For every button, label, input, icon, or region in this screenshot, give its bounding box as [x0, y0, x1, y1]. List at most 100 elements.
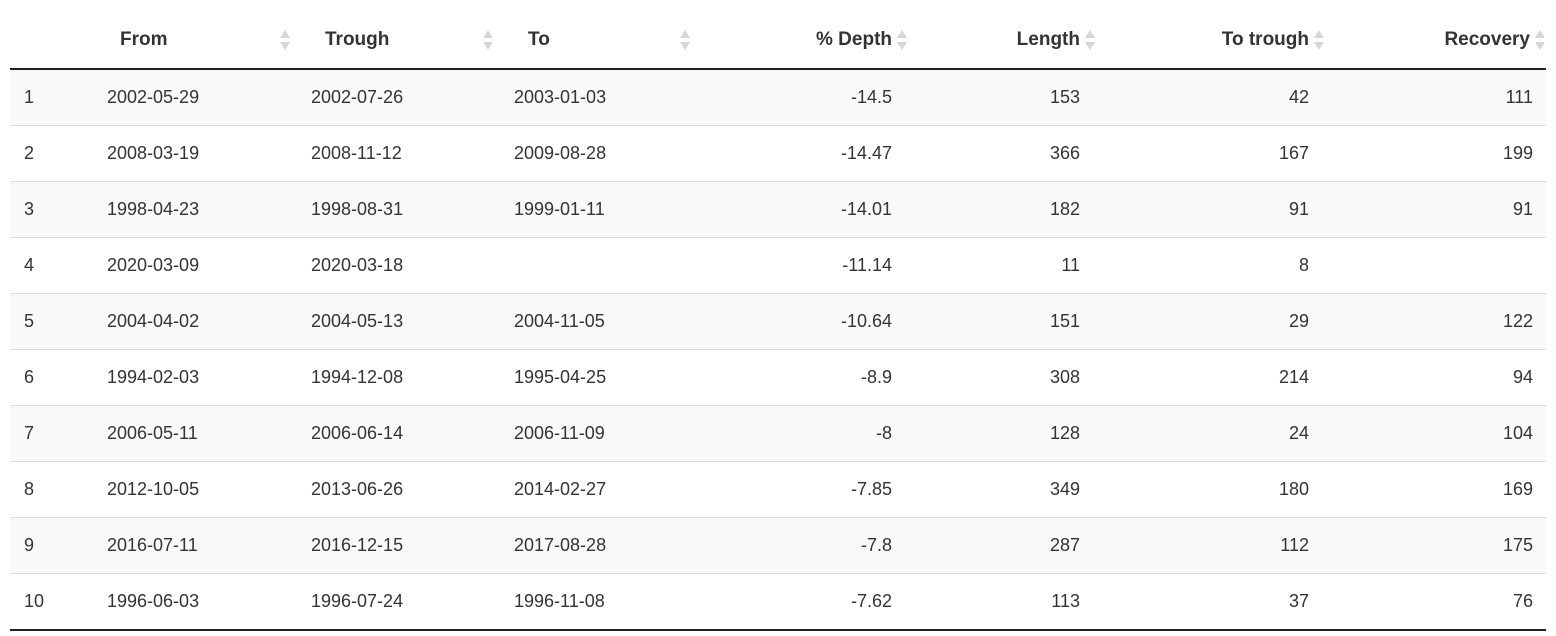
- column-header-to-label: To: [528, 28, 550, 50]
- cell-index: 9: [10, 517, 98, 574]
- cell-length: 153: [908, 69, 1096, 126]
- sort-both-icon[interactable]: [896, 28, 908, 52]
- table-row: 10 1996-06-03 1996-07-24 1996-11-08 -7.62 113…: [10, 573, 1546, 631]
- drawdown-table-container: From Trough To % Depth Length: [10, 12, 1546, 631]
- column-header-index: [10, 12, 98, 70]
- cell-length: 366: [908, 125, 1096, 182]
- cell-length: 287: [908, 517, 1096, 574]
- cell-trough: 1996-07-24: [301, 573, 504, 631]
- cell-to-trough: 112: [1096, 517, 1325, 574]
- column-header-recovery[interactable]: Recovery: [1325, 12, 1546, 70]
- table-row: 9 2016-07-11 2016-12-15 2017-08-28 -7.8 287 11…: [10, 517, 1546, 574]
- sort-both-icon[interactable]: [279, 28, 291, 52]
- column-header-to-trough[interactable]: To trough: [1096, 12, 1325, 70]
- cell-trough: 2008-11-12: [301, 125, 504, 182]
- table-row: 5 2004-04-02 2004-05-13 2004-11-05 -10.64 151…: [10, 293, 1546, 350]
- table-row: 8 2012-10-05 2013-06-26 2014-02-27 -7.85 349 1…: [10, 461, 1546, 518]
- sort-both-icon[interactable]: [482, 28, 494, 52]
- cell-depth: -14.5: [691, 69, 908, 126]
- drawdown-table: From Trough To % Depth Length: [10, 12, 1546, 631]
- cell-depth: -11.14: [691, 237, 908, 294]
- cell-trough: 2004-05-13: [301, 293, 504, 350]
- column-header-to-trough-label: To trough: [1221, 29, 1309, 50]
- cell-recovery: 111: [1325, 69, 1546, 126]
- table-row: 1 2002-05-29 2002-07-26 2003-01-03 -14.5 153 4…: [10, 69, 1546, 126]
- cell-to: [504, 237, 691, 294]
- cell-trough: 1998-08-31: [301, 181, 504, 238]
- cell-to-trough: 167: [1096, 125, 1325, 182]
- table-row: 4 2020-03-09 2020-03-18 -11.14 11 8: [10, 237, 1546, 294]
- cell-index: 4: [10, 237, 98, 294]
- cell-from: 2020-03-09: [98, 237, 301, 294]
- cell-index: 10: [10, 573, 98, 631]
- cell-to: 1996-11-08: [504, 573, 691, 631]
- cell-trough: 2006-06-14: [301, 405, 504, 462]
- cell-recovery: 91: [1325, 181, 1546, 238]
- cell-to: 1995-04-25: [504, 349, 691, 406]
- table-row: 6 1994-02-03 1994-12-08 1995-04-25 -8.9 308 21…: [10, 349, 1546, 406]
- cell-to: 2004-11-05: [504, 293, 691, 350]
- cell-depth: -7.8: [691, 517, 908, 574]
- cell-to: 2017-08-28: [504, 517, 691, 574]
- column-header-length[interactable]: Length: [908, 12, 1096, 70]
- sort-both-icon[interactable]: [1534, 28, 1546, 52]
- cell-from: 2004-04-02: [98, 293, 301, 350]
- column-header-trough[interactable]: Trough: [301, 12, 504, 70]
- cell-to: 1999-01-11: [504, 181, 691, 238]
- sort-both-icon[interactable]: [679, 28, 691, 52]
- cell-to-trough: 8: [1096, 237, 1325, 294]
- table-row: 7 2006-05-11 2006-06-14 2006-11-09 -8 128 24 10…: [10, 405, 1546, 462]
- cell-to-trough: 42: [1096, 69, 1325, 126]
- cell-recovery: 94: [1325, 349, 1546, 406]
- cell-index: 2: [10, 125, 98, 182]
- column-header-length-label: Length: [1016, 29, 1080, 50]
- cell-length: 349: [908, 461, 1096, 518]
- cell-trough: 2020-03-18: [301, 237, 504, 294]
- column-header-depth[interactable]: % Depth: [691, 12, 908, 70]
- cell-index: 3: [10, 181, 98, 238]
- cell-trough: 2013-06-26: [301, 461, 504, 518]
- cell-recovery: [1325, 237, 1546, 294]
- cell-depth: -8.9: [691, 349, 908, 406]
- column-header-depth-label: % Depth: [816, 29, 892, 50]
- cell-from: 2006-05-11: [98, 405, 301, 462]
- cell-from: 2008-03-19: [98, 125, 301, 182]
- cell-from: 2012-10-05: [98, 461, 301, 518]
- cell-to: 2003-01-03: [504, 69, 691, 126]
- cell-to: 2009-08-28: [504, 125, 691, 182]
- cell-index: 1: [10, 69, 98, 126]
- cell-to-trough: 91: [1096, 181, 1325, 238]
- cell-from: 1996-06-03: [98, 573, 301, 631]
- cell-recovery: 199: [1325, 125, 1546, 182]
- cell-index: 5: [10, 293, 98, 350]
- cell-length: 113: [908, 573, 1096, 631]
- cell-trough: 2016-12-15: [301, 517, 504, 574]
- table-body: 1 2002-05-29 2002-07-26 2003-01-03 -14.5 153 4…: [10, 69, 1546, 631]
- cell-recovery: 104: [1325, 405, 1546, 462]
- cell-from: 2002-05-29: [98, 69, 301, 126]
- column-header-from[interactable]: From: [98, 12, 301, 70]
- table-row: 3 1998-04-23 1998-08-31 1999-01-11 -14.01 182…: [10, 181, 1546, 238]
- cell-recovery: 169: [1325, 461, 1546, 518]
- column-header-from-label: From: [120, 28, 168, 50]
- column-header-to[interactable]: To: [504, 12, 691, 70]
- cell-trough: 1994-12-08: [301, 349, 504, 406]
- cell-recovery: 175: [1325, 517, 1546, 574]
- cell-depth: -7.85: [691, 461, 908, 518]
- cell-from: 1998-04-23: [98, 181, 301, 238]
- cell-to-trough: 29: [1096, 293, 1325, 350]
- cell-from: 1994-02-03: [98, 349, 301, 406]
- cell-from: 2016-07-11: [98, 517, 301, 574]
- cell-length: 308: [908, 349, 1096, 406]
- cell-depth: -10.64: [691, 293, 908, 350]
- cell-index: 6: [10, 349, 98, 406]
- column-header-trough-label: Trough: [325, 28, 390, 50]
- sort-both-icon[interactable]: [1084, 28, 1096, 52]
- sort-both-icon[interactable]: [1313, 28, 1325, 52]
- table-header: From Trough To % Depth Length: [10, 12, 1546, 70]
- cell-depth: -14.47: [691, 125, 908, 182]
- cell-depth: -14.01: [691, 181, 908, 238]
- table-row: 2 2008-03-19 2008-11-12 2009-08-28 -14.47 366…: [10, 125, 1546, 182]
- cell-to: 2006-11-09: [504, 405, 691, 462]
- cell-index: 8: [10, 461, 98, 518]
